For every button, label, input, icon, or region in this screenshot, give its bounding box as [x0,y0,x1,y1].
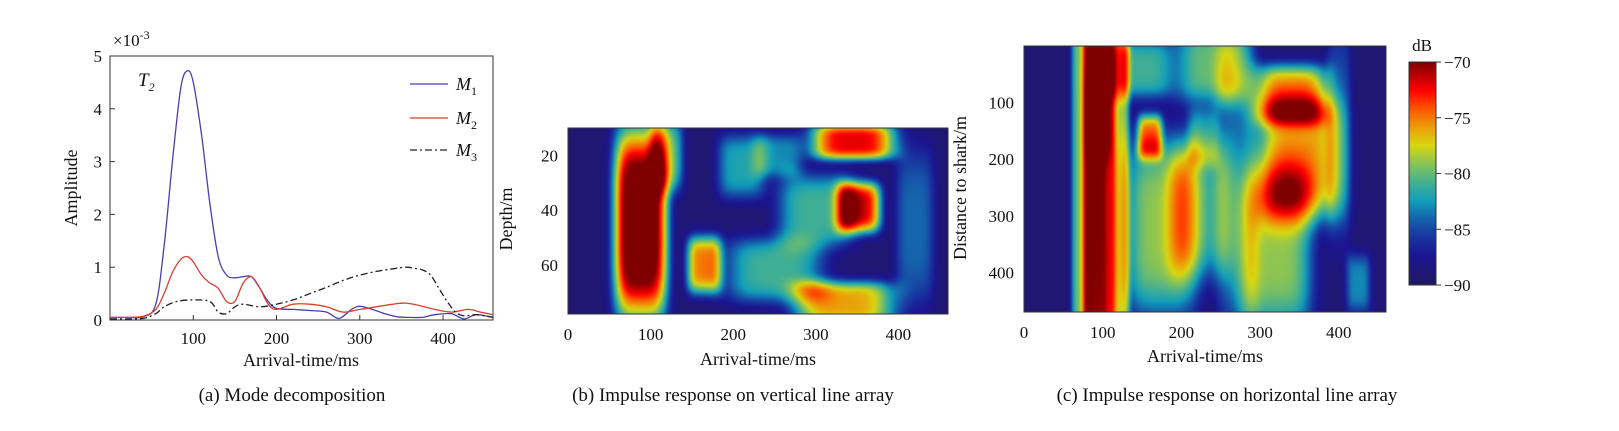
colorbar-tick-label: −80 [1444,165,1471,184]
panel-a-x-tick-label: 100 [181,329,207,348]
panel-a-plot-frame [109,55,494,321]
series-line-m3 [109,266,494,320]
panel-a-y-tick-label: 0 [94,311,103,330]
panel-b-x-tick-label: 0 [564,325,573,344]
panel-b-heatmap: 0 100 200 300 400 20 40 60 Arrival-time/ms Dept… [496,127,949,406]
panel-a-series-lines [109,69,494,320]
panel-c-x-tick-label: 0 [1020,323,1029,342]
panel-a-x-tick-label: 400 [430,329,456,348]
colorbar: dB −70 −75 −80 −85 −90 [1408,36,1471,295]
panel-c-heatmap-image [1024,46,1386,312]
colorbar-tick-label: −70 [1444,53,1471,72]
colorbar-tick-label: −90 [1444,276,1471,295]
panel-c-x-tick-label: 100 [1090,323,1116,342]
colorbar-title: dB [1412,36,1432,55]
colorbar-gradient [1409,62,1436,285]
panel-a-x-tick-label: 200 [264,329,290,348]
panel-c-x-tick-label: 300 [1247,323,1273,342]
panel-c-y-tick-label: 200 [989,150,1015,169]
panel-c-x-tick-label: 200 [1169,323,1195,342]
panel-a-x-axis-label: Arrival-time/ms [243,350,359,370]
panel-a-multiplier: ×10-3 [113,28,150,50]
panel-a-y-axis-label: Amplitude [61,149,81,226]
series-line-m1 [110,69,494,320]
panel-a-legend: M1 M2 M3 [410,74,477,164]
panel-a-y-tick-label: 4 [94,100,103,119]
panel-b-x-tick-label: 400 [886,325,912,344]
panel-b-plot-frame [567,127,949,315]
panel-b-caption: (b) Impulse response on vertical line ar… [572,385,894,406]
legend-m3-label: M3 [455,140,477,164]
panel-c-plot-frame [1023,45,1387,313]
panel-a-y-tick-label: 5 [94,47,103,66]
colorbar-tick-label: −75 [1444,109,1471,128]
panel-a-ticks: 100 200 300 400 0 1 2 3 4 5 [94,47,456,348]
colorbar-tick-label: −85 [1444,220,1471,239]
legend-m1-label: M1 [455,74,477,98]
panel-c-y-tick-label: 400 [989,263,1015,282]
panel-a-y-tick-label: 3 [94,153,103,172]
panel-a-caption: (a) Mode decomposition [199,385,386,406]
panel-c-heatmap: 0 100 200 300 400 100 200 300 400 Arrival-time/m… [950,36,1471,406]
panel-c-y-axis-label: Distance to shark/m [950,116,970,260]
panel-c-x-axis-label: Arrival-time/ms [1147,346,1263,366]
panel-a-annotation: T2 [138,70,155,94]
panel-c-y-tick-label: 100 [989,94,1015,113]
panel-b-y-axis-label: Depth/m [496,188,516,251]
panel-c-ticks: 0 100 200 300 400 100 200 300 400 [989,94,1352,342]
legend-m2-label: M2 [455,108,477,132]
panel-a-y-tick-label: 1 [94,258,103,277]
panel-b-x-tick-label: 300 [803,325,829,344]
panel-a-line-chart: 100 200 300 400 0 1 2 3 4 5 ×10-3 T2 M1 M2 M3 Arr… [61,28,494,406]
panel-c-x-tick-label: 400 [1326,323,1352,342]
panel-a-y-tick-label: 2 [94,205,103,224]
series-line-m2 [109,255,494,319]
panel-b-x-axis-label: Arrival-time/ms [700,349,816,369]
panel-b-y-tick-label: 60 [541,256,558,275]
panel-b-x-tick-label: 200 [720,325,746,344]
panel-b-heatmap-image [568,128,948,314]
colorbar-ticks: −70 −75 −80 −85 −90 [1436,53,1471,295]
panel-c-caption: (c) Impulse response on horizontal line … [1057,385,1398,406]
panel-b-y-tick-label: 40 [541,201,558,220]
panel-a-x-tick-label: 300 [347,329,373,348]
panel-b-y-tick-label: 20 [541,146,558,165]
panel-b-ticks: 0 100 200 300 400 20 40 60 [541,146,911,344]
panel-c-y-tick-label: 300 [989,207,1015,226]
panel-b-x-tick-label: 100 [638,325,664,344]
